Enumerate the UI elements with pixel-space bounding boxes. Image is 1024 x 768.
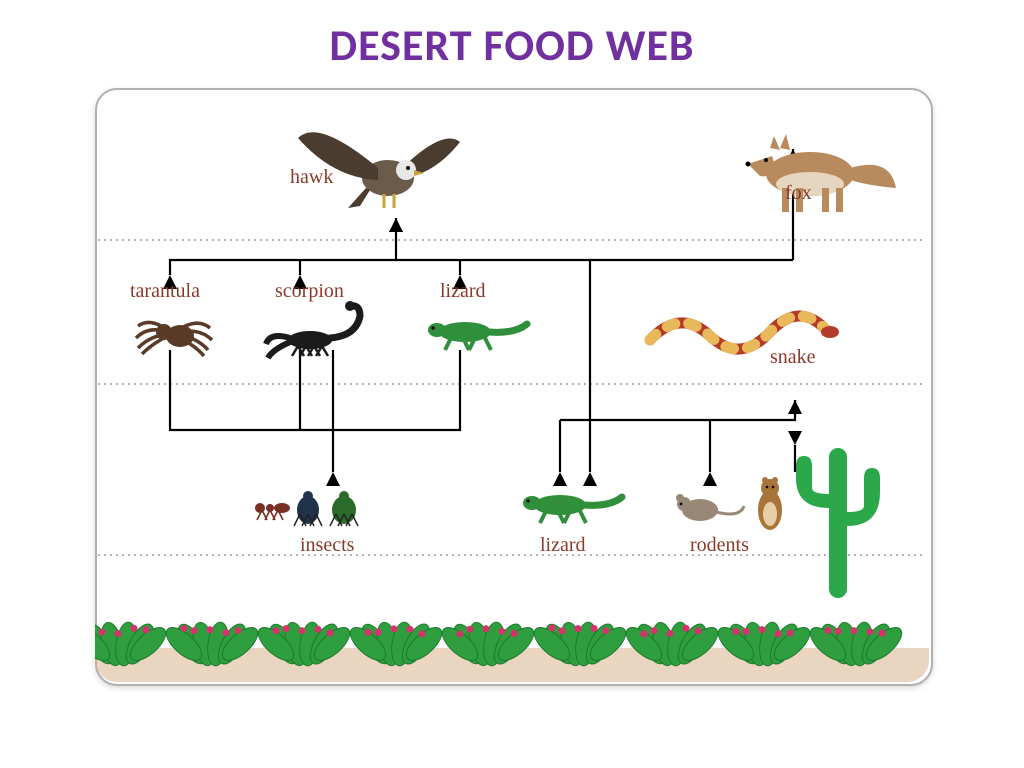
label-scorpion: scorpion (275, 280, 344, 303)
food-web-svg (0, 0, 1024, 768)
label-snake: snake (770, 346, 816, 369)
label-insects: insects (300, 534, 354, 557)
label-lizard-bot: lizard (540, 534, 586, 557)
label-tarantula: tarantula (130, 280, 200, 303)
label-hawk: hawk (290, 166, 333, 189)
label-fox: fox (785, 182, 812, 205)
label-rodents: rodents (690, 534, 749, 557)
label-lizard-mid: lizard (440, 280, 486, 303)
